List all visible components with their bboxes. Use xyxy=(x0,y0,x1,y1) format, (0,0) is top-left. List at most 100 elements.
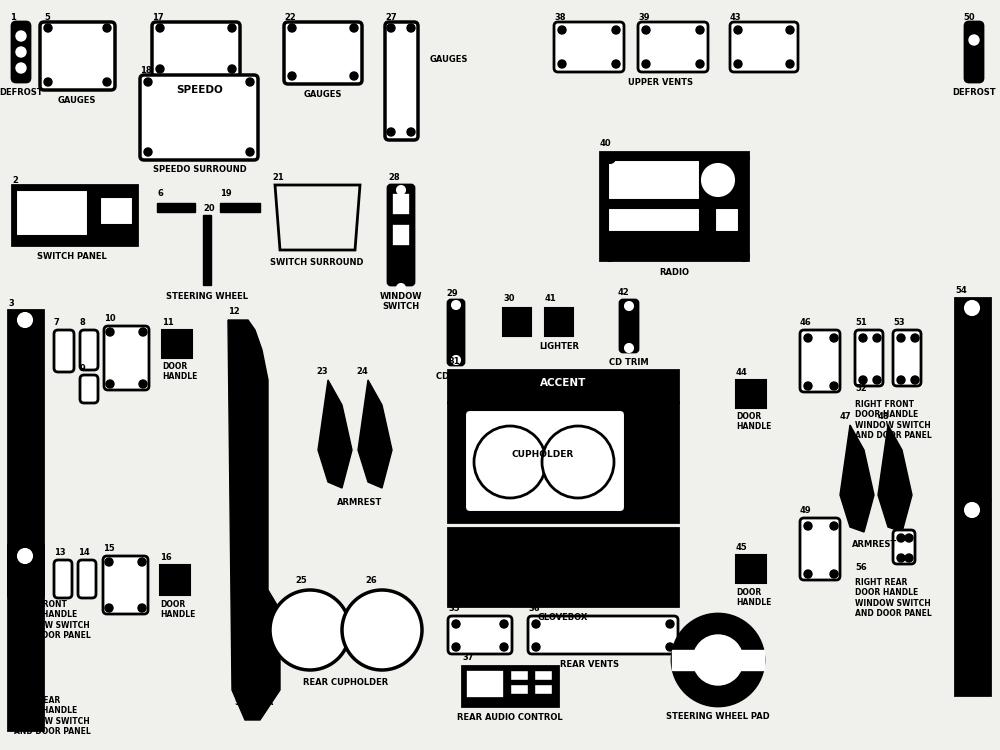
Circle shape xyxy=(500,643,508,651)
Circle shape xyxy=(407,128,415,136)
FancyBboxPatch shape xyxy=(528,616,678,654)
Text: 46: 46 xyxy=(800,318,812,327)
Text: 11: 11 xyxy=(162,318,174,327)
Bar xyxy=(466,670,504,698)
FancyBboxPatch shape xyxy=(284,22,362,84)
Text: 47: 47 xyxy=(840,412,852,421)
Text: LEFT REAR
DOOR HANDLE
WINDOW SWITCH
AND DOOR PANEL: LEFT REAR DOOR HANDLE WINDOW SWITCH AND … xyxy=(14,696,91,736)
Text: SPEEDO: SPEEDO xyxy=(177,85,223,95)
Circle shape xyxy=(666,620,674,628)
Text: 48: 48 xyxy=(878,412,890,421)
Circle shape xyxy=(786,26,794,34)
Text: 26: 26 xyxy=(365,576,377,585)
Circle shape xyxy=(556,560,570,574)
Circle shape xyxy=(452,301,460,309)
Text: RADIO: RADIO xyxy=(659,268,689,277)
Polygon shape xyxy=(878,425,912,532)
Polygon shape xyxy=(358,380,392,488)
Circle shape xyxy=(532,643,540,651)
FancyBboxPatch shape xyxy=(448,300,464,365)
Bar xyxy=(534,670,552,680)
Circle shape xyxy=(139,380,147,388)
Circle shape xyxy=(897,554,905,562)
FancyBboxPatch shape xyxy=(554,22,624,72)
Bar xyxy=(736,380,766,408)
Circle shape xyxy=(288,72,296,80)
Text: 37: 37 xyxy=(462,653,474,662)
Bar xyxy=(608,160,700,200)
FancyBboxPatch shape xyxy=(54,560,72,598)
Circle shape xyxy=(407,24,415,32)
Circle shape xyxy=(830,522,838,530)
Text: 29: 29 xyxy=(446,289,458,298)
Circle shape xyxy=(897,376,905,384)
Circle shape xyxy=(228,24,236,32)
Text: 10: 10 xyxy=(104,314,116,323)
Text: CUPHOLDER: CUPHOLDER xyxy=(512,450,574,459)
Bar xyxy=(392,193,410,215)
Polygon shape xyxy=(318,380,352,488)
Circle shape xyxy=(612,60,620,68)
Circle shape xyxy=(138,558,146,566)
Circle shape xyxy=(830,382,838,390)
Circle shape xyxy=(702,164,734,196)
FancyBboxPatch shape xyxy=(78,560,96,598)
Circle shape xyxy=(786,60,794,68)
Text: 14: 14 xyxy=(78,548,90,557)
Circle shape xyxy=(397,284,405,292)
Circle shape xyxy=(897,534,905,542)
Circle shape xyxy=(905,534,913,542)
Text: 43: 43 xyxy=(730,13,742,22)
Text: 34: 34 xyxy=(448,515,460,524)
Text: GAUGES: GAUGES xyxy=(430,55,468,64)
Text: 49: 49 xyxy=(800,506,812,515)
Circle shape xyxy=(542,426,614,498)
Text: 56: 56 xyxy=(855,563,867,572)
Text: 31: 31 xyxy=(448,357,460,366)
Text: 5: 5 xyxy=(44,13,50,22)
Text: LEFT FRONT
DOOR HANDLE
WINDOW SWITCH
AND DOOR PANEL: LEFT FRONT DOOR HANDLE WINDOW SWITCH AND… xyxy=(14,600,91,640)
Bar xyxy=(955,298,990,498)
FancyBboxPatch shape xyxy=(893,530,915,564)
Text: ARMREST: ARMREST xyxy=(337,498,383,507)
Circle shape xyxy=(452,643,460,651)
Circle shape xyxy=(103,78,111,86)
Text: 51: 51 xyxy=(855,318,867,327)
Text: 22: 22 xyxy=(284,13,296,22)
Circle shape xyxy=(804,522,812,530)
Bar xyxy=(203,215,211,285)
Text: 52: 52 xyxy=(855,384,867,393)
Circle shape xyxy=(246,78,254,86)
Circle shape xyxy=(905,554,913,562)
Text: 32: 32 xyxy=(448,390,460,399)
Circle shape xyxy=(144,78,152,86)
Text: 55: 55 xyxy=(893,518,905,527)
Text: 19: 19 xyxy=(220,189,232,198)
Circle shape xyxy=(156,24,164,32)
Bar xyxy=(8,545,43,730)
Text: 27: 27 xyxy=(385,13,397,22)
Circle shape xyxy=(739,153,749,163)
FancyBboxPatch shape xyxy=(800,330,840,392)
Text: REAR CUPHOLDER: REAR CUPHOLDER xyxy=(303,678,389,687)
Bar xyxy=(608,208,700,232)
FancyBboxPatch shape xyxy=(965,22,983,82)
Text: ASHTRAY: ASHTRAY xyxy=(541,530,585,539)
Text: RIGHT FRONT
DOOR HANDLE
WINDOW SWITCH
AND DOOR PANEL: RIGHT FRONT DOOR HANDLE WINDOW SWITCH AN… xyxy=(855,400,932,440)
Text: DEFROST: DEFROST xyxy=(952,88,996,97)
Circle shape xyxy=(897,334,905,342)
Bar xyxy=(448,370,678,402)
Bar xyxy=(534,684,552,694)
Circle shape xyxy=(625,344,633,352)
Text: 25: 25 xyxy=(295,576,307,585)
Text: 30: 30 xyxy=(503,294,514,303)
Text: 17: 17 xyxy=(152,13,164,22)
Bar xyxy=(8,310,43,595)
Circle shape xyxy=(44,78,52,86)
Text: 20: 20 xyxy=(203,204,215,213)
Text: 9: 9 xyxy=(80,364,86,373)
Circle shape xyxy=(246,148,254,156)
Circle shape xyxy=(558,60,566,68)
Circle shape xyxy=(965,503,979,517)
Text: 54: 54 xyxy=(955,286,967,295)
